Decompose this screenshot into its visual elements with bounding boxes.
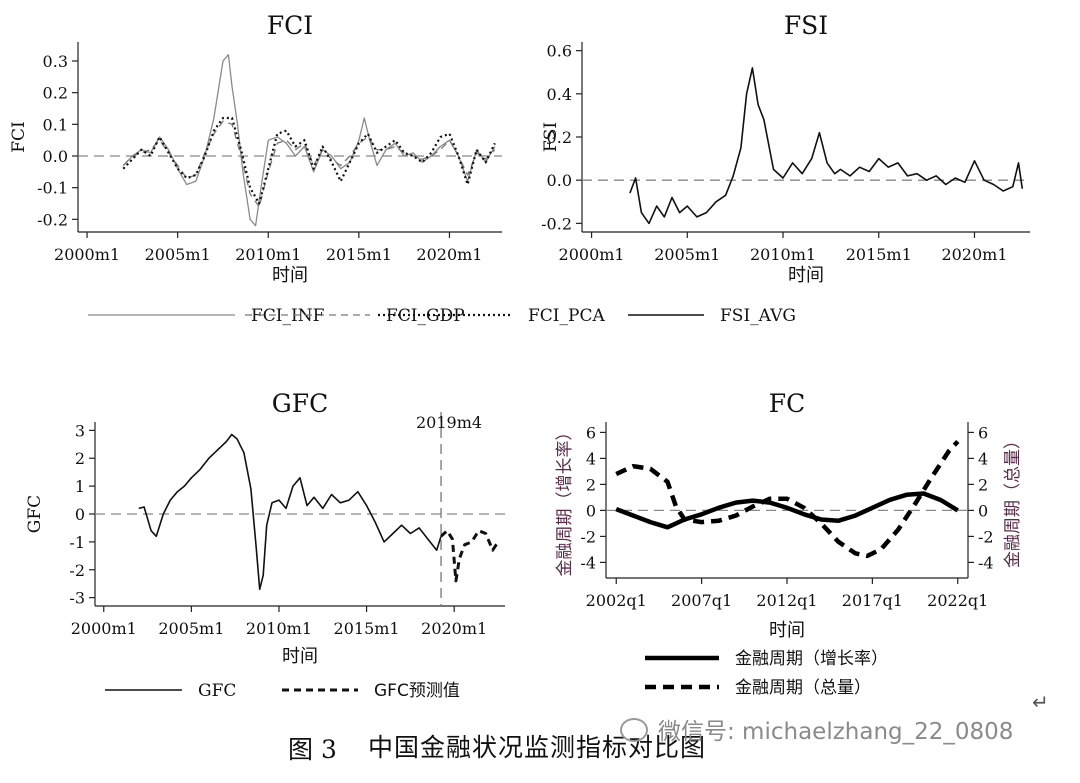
y-tick-label: -1: [69, 533, 85, 552]
y-axis-title: 金融周期（增长率）: [555, 424, 575, 577]
chart-fci: FCI -0.2 -0.1 0.0 0.1 0.2 0.3 2000m1 2005m1 2010m…: [9, 11, 605, 326]
chart-title: GFC: [272, 389, 328, 418]
x-tick-label: 2015m1: [846, 245, 912, 264]
y-tick-label: -0.2: [541, 214, 572, 233]
series-line-1: [629, 67, 1024, 225]
x-tick-label: 2000m1: [54, 245, 120, 264]
x-tick-label: 2005m1: [654, 245, 720, 264]
caption-text: 中国金融状况监测指标对比图: [368, 733, 707, 762]
y-tick-label: 2: [586, 475, 596, 494]
legend-label: FCI_GDP: [386, 306, 465, 326]
y-tick-label: 0.2: [547, 128, 572, 147]
y-tick-label: 4: [586, 449, 596, 468]
right-y-tick-label: 0: [978, 501, 988, 520]
x-tick-label: 2017q1: [842, 591, 903, 610]
watermark: 微信号: michaelzhang_22_0808: [620, 712, 1013, 746]
chart-title: FC: [769, 389, 805, 418]
legend-label: FCI_INF: [251, 306, 325, 326]
watermark-text: 微信号: michaelzhang_22_0808: [658, 719, 1014, 745]
y-tick-label: -2: [580, 527, 596, 546]
x-tick-label: 2005m1: [145, 245, 211, 264]
legend-label: 金融周期（增长率）: [735, 649, 888, 669]
right-y-tick-label: 4: [978, 449, 988, 468]
return-mark: ↵: [1032, 690, 1049, 714]
y-tick-label: 0.2: [43, 84, 68, 103]
legend-label: FCI_PCA: [528, 306, 605, 326]
x-tick-label: 2010m1: [246, 619, 312, 638]
x-axis-title: 时间: [272, 265, 308, 286]
chart-fc: FC -4 -4 -2 -2 0 0 2 2 4 4 6 6 2002q1 2007q1 2012q1 2017…: [555, 389, 1023, 698]
x-tick-label: 2022q1: [927, 591, 988, 610]
y-tick-label: 0: [586, 501, 596, 520]
y-tick-label: -3: [69, 589, 85, 608]
y-axis-title: FSI: [541, 122, 561, 152]
series-line-1: [615, 491, 959, 530]
y-tick-label: 6: [586, 423, 596, 442]
legend-label: 金融周期（总量）: [735, 678, 871, 698]
y-tick-label: 0.1: [43, 115, 68, 134]
x-tick-label: 2007q1: [671, 591, 732, 610]
y-tick-label: 0.0: [43, 147, 68, 166]
y-tick-label: 0.4: [547, 85, 572, 104]
series-line-2: [122, 120, 496, 208]
x-tick-label: 2020m1: [941, 245, 1007, 264]
y-axis-title: GFC: [25, 495, 45, 533]
series-line-2: [615, 439, 960, 559]
right-y-tick-label: 6: [978, 423, 988, 442]
chart-title: FCI: [267, 11, 313, 40]
y-tick-label: 1: [75, 477, 85, 496]
y-axis-title: FCI: [9, 121, 29, 153]
figure-caption: 图 3 中国金融状况监测指标对比图: [0, 728, 1080, 778]
y-tick-label: -0.1: [37, 179, 68, 198]
x-tick-label: 2005m1: [158, 619, 224, 638]
y-tick-label: -0.2: [37, 210, 68, 229]
x-tick-label: 2000m1: [71, 619, 137, 638]
chart-title: FSI: [784, 11, 828, 40]
y-tick-label: 0.6: [547, 42, 572, 61]
right-y-tick-label: -4: [978, 553, 994, 572]
x-tick-label: 2020m1: [421, 619, 487, 638]
chart-gfc: GFC -3 -2 -1 0 1 2 3 2000m1 2005m1 2010m1 2015m1 202…: [25, 389, 505, 701]
right-y-axis-title: 金融周期（总量）: [1003, 432, 1023, 568]
legend-label: GFC: [198, 681, 236, 701]
x-tick-label: 2015m1: [326, 245, 392, 264]
x-tick-label: 2010m1: [750, 245, 816, 264]
legend-label: FSI_AVG: [720, 306, 796, 326]
right-y-tick-label: -2: [978, 527, 994, 546]
right-y-tick-label: 2: [978, 475, 988, 494]
chart-fsi: FSI -0.2 0.0 0.2 0.4 0.6 2000m1 2005m1 2010m1 201…: [541, 11, 1030, 326]
series-line-2: [439, 529, 500, 583]
x-axis-title: 时间: [769, 620, 805, 641]
y-tick-label: 0: [75, 505, 85, 524]
y-tick-label: -2: [69, 561, 85, 580]
y-tick-label: 0.0: [547, 171, 572, 190]
figure-panels: FCI -0.2 -0.1 0.0 0.1 0.2 0.3 2000m1 2005m1 2010m…: [9, 11, 1030, 701]
x-tick-label: 2010m1: [235, 245, 301, 264]
x-tick-label: 2020m1: [416, 245, 482, 264]
caption-number: 图 3: [288, 735, 337, 764]
x-axis-title: 时间: [282, 646, 318, 667]
x-tick-label: 2000m1: [559, 245, 625, 264]
x-axis-title: 时间: [788, 265, 824, 286]
x-tick-label: 2012q1: [756, 591, 817, 610]
forecast-start-label: 2019m4: [416, 413, 482, 432]
series-line-3: [122, 116, 496, 205]
series-line-1: [138, 433, 442, 591]
y-tick-label: 0.3: [43, 52, 68, 71]
y-tick-label: -4: [580, 553, 596, 572]
legend-label: GFC预测值: [374, 681, 460, 701]
wechat-icon: [620, 718, 648, 742]
y-tick-label: 3: [75, 421, 85, 440]
x-tick-label: 2015m1: [334, 619, 400, 638]
y-tick-label: 2: [75, 449, 85, 468]
series-line-1: [122, 54, 496, 227]
x-tick-label: 2002q1: [586, 591, 647, 610]
